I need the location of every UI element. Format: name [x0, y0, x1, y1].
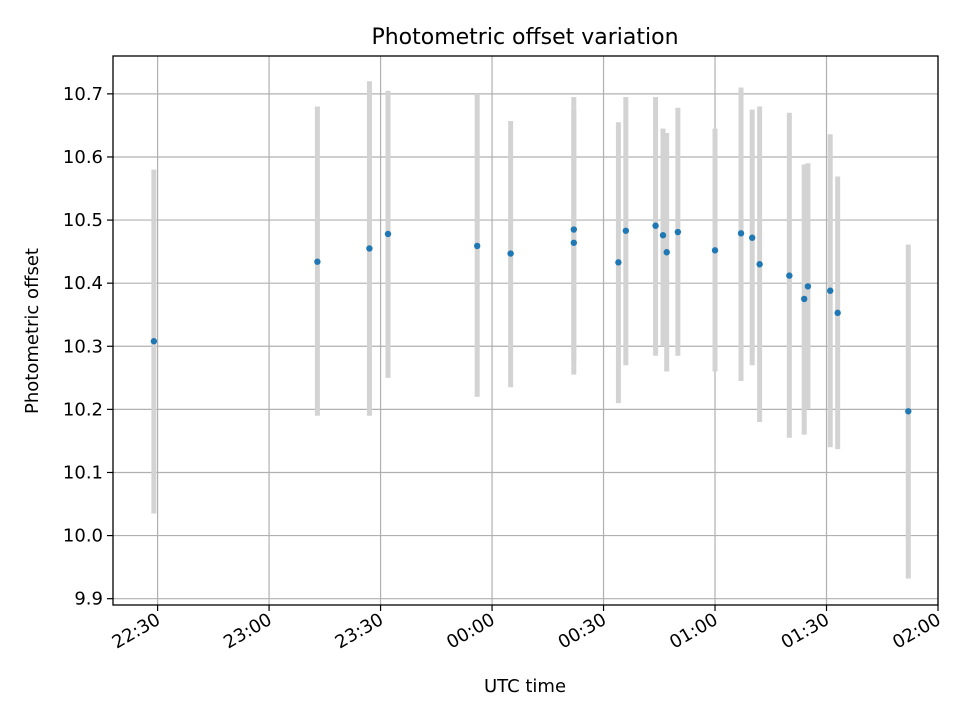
x-axis-label: UTC time — [484, 676, 566, 697]
axis-ticks: 22:30 23:00 23:30 00:00 00:30 01:00 01:30 02:00… — [63, 84, 945, 653]
x-tick-label: 02:00 — [889, 609, 944, 653]
x-tick-label: 00:00 — [443, 609, 498, 653]
y-tick-label: 10.0 — [63, 526, 103, 547]
x-tick-label: 22:30 — [109, 609, 164, 653]
data-point — [756, 261, 763, 268]
x-tick-label: 00:30 — [555, 609, 610, 653]
error-bars — [151, 81, 911, 579]
data-point — [570, 239, 578, 246]
data-point — [786, 272, 793, 279]
data-point — [804, 283, 812, 290]
y-tick-label: 9.9 — [74, 589, 103, 610]
data-point — [507, 250, 514, 257]
data-point — [801, 295, 808, 303]
data-point — [711, 247, 719, 254]
y-tick-label: 10.2 — [63, 399, 103, 420]
x-tick-label: 23:30 — [332, 609, 387, 653]
data-point — [905, 408, 912, 415]
data-point — [615, 259, 622, 266]
chart-title: Photometric offset variation — [371, 25, 678, 50]
y-tick-label: 10.7 — [63, 84, 103, 105]
y-tick-label: 10.6 — [63, 147, 103, 168]
data-point — [674, 228, 682, 236]
plot-frame — [112, 55, 939, 606]
grid-lines — [113, 56, 939, 605]
data-points — [150, 222, 912, 415]
data-point — [748, 234, 756, 241]
data-point — [834, 309, 841, 317]
data-point — [473, 242, 481, 250]
x-tick-label: 01:30 — [778, 609, 833, 653]
y-axis-label: Photometric offset — [22, 248, 43, 414]
data-point — [659, 232, 667, 239]
y-tick-label: 10.4 — [63, 273, 103, 294]
x-tick-label: 01:00 — [666, 609, 721, 653]
data-point — [314, 258, 321, 265]
x-tick-label: 23:00 — [220, 609, 275, 653]
data-point — [737, 230, 745, 237]
data-point — [366, 245, 373, 252]
data-point — [622, 227, 630, 234]
data-point — [570, 226, 578, 233]
data-point — [384, 230, 392, 238]
y-tick-label: 10.3 — [63, 336, 103, 357]
y-tick-label: 10.1 — [63, 462, 103, 483]
data-point — [663, 249, 670, 256]
y-tick-label: 10.5 — [63, 210, 103, 231]
data-point — [150, 338, 158, 345]
data-point — [652, 222, 659, 229]
data-point — [827, 287, 834, 294]
